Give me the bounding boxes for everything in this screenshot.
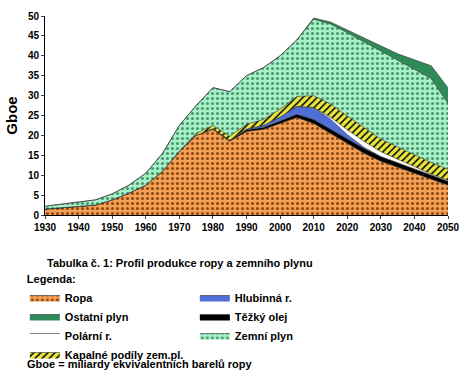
svg-text:Gboe: Gboe xyxy=(3,96,20,134)
svg-text:Ostatní plyn: Ostatní plyn xyxy=(65,311,129,323)
svg-text:1960: 1960 xyxy=(135,222,158,233)
svg-text:10: 10 xyxy=(28,170,40,181)
svg-text:0: 0 xyxy=(33,210,39,221)
svg-text:Těžký olej: Těžký olej xyxy=(235,311,288,323)
svg-text:Zemní plyn: Zemní plyn xyxy=(235,330,293,342)
svg-text:40: 40 xyxy=(28,50,40,61)
svg-text:2050: 2050 xyxy=(437,222,460,233)
svg-text:15: 15 xyxy=(28,150,40,161)
svg-text:2010: 2010 xyxy=(303,222,326,233)
svg-text:1950: 1950 xyxy=(101,222,124,233)
svg-text:Gboe = miliardy ekvivalentních: Gboe = miliardy ekvivalentních barelů ro… xyxy=(27,358,253,370)
svg-text:2020: 2020 xyxy=(336,222,359,233)
svg-text:Kapalné podíly zem.pl.: Kapalné podíly zem.pl. xyxy=(65,349,184,361)
svg-text:45: 45 xyxy=(28,30,40,41)
svg-text:1970: 1970 xyxy=(168,222,191,233)
svg-text:25: 25 xyxy=(28,110,40,121)
svg-text:1930: 1930 xyxy=(34,222,57,233)
svg-text:Ropa: Ropa xyxy=(65,292,93,304)
svg-text:2000: 2000 xyxy=(269,222,292,233)
svg-text:5: 5 xyxy=(33,190,39,201)
svg-text:35: 35 xyxy=(28,70,40,81)
svg-text:Tabulka č. 1: Profil produkce: Tabulka č. 1: Profil produkce ropy a zem… xyxy=(47,257,313,269)
svg-text:Legenda:: Legenda: xyxy=(27,273,76,285)
svg-text:50: 50 xyxy=(28,11,40,22)
svg-text:1990: 1990 xyxy=(235,222,258,233)
svg-text:1980: 1980 xyxy=(202,222,225,233)
svg-text:1940: 1940 xyxy=(67,222,90,233)
svg-text:2040: 2040 xyxy=(403,222,426,233)
svg-text:20: 20 xyxy=(28,130,40,141)
svg-text:30: 30 xyxy=(28,90,40,101)
svg-text:Polární r.: Polární r. xyxy=(65,330,112,342)
svg-text:2030: 2030 xyxy=(370,222,393,233)
svg-text:Hlubinná r.: Hlubinná r. xyxy=(235,292,292,304)
